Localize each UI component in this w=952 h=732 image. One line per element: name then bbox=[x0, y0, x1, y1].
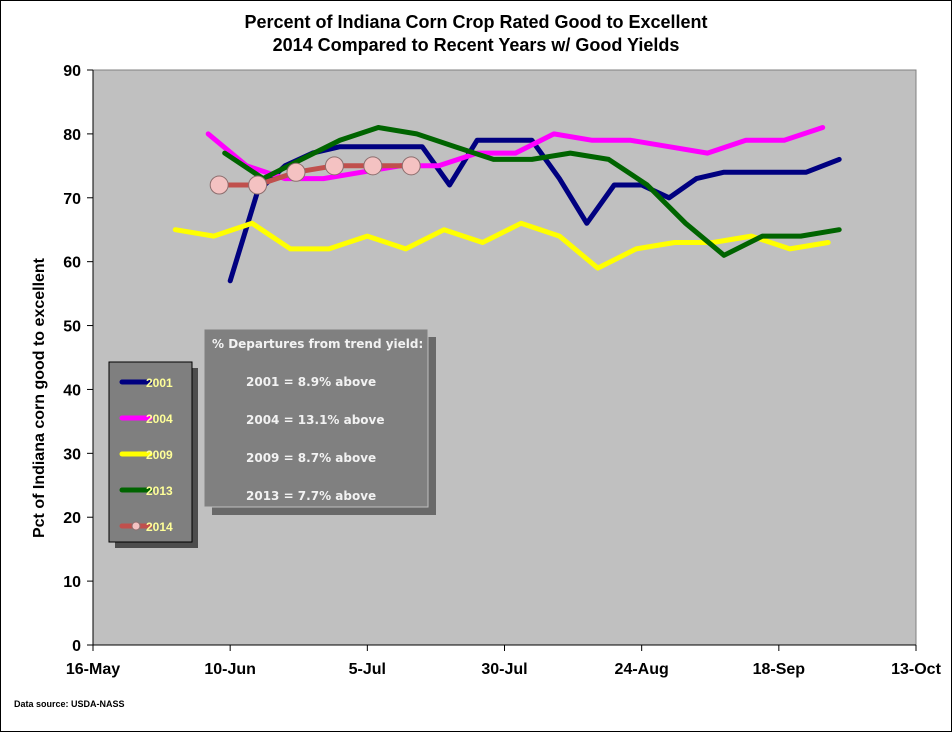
y-tick-label: 10 bbox=[63, 574, 81, 591]
y-tick-label: 20 bbox=[63, 510, 81, 527]
x-tick-label: 5-Jul bbox=[349, 661, 386, 678]
y-tick-label: 90 bbox=[63, 63, 81, 80]
y-axis: 0 10 20 30 40 50 60 70 80 90 bbox=[63, 63, 94, 655]
legend-marker-2014 bbox=[131, 521, 141, 531]
series-line-2001 bbox=[227, 137, 842, 284]
legend-label-2001: 2001 bbox=[146, 376, 173, 390]
data-point-2014 bbox=[209, 175, 229, 195]
y-axis-label: Pct of Indiana corn good to excellent bbox=[31, 257, 48, 538]
series-line-2009 bbox=[172, 220, 831, 271]
annotation-line-2009: 2009 = 8.7% above bbox=[246, 451, 376, 465]
legend-label-2014: 2014 bbox=[146, 520, 173, 534]
annotation-heading: % Departures from trend yield: bbox=[212, 337, 423, 351]
legend-label-2009: 2009 bbox=[146, 448, 173, 462]
legend-label-2004: 2004 bbox=[146, 412, 173, 426]
data-source-note: Data source: USDA-NASS bbox=[14, 699, 125, 709]
data-point-2014 bbox=[363, 156, 383, 176]
series-line-2013 bbox=[222, 125, 842, 258]
y-tick-label: 40 bbox=[63, 382, 81, 399]
y-tick-label: 30 bbox=[63, 446, 81, 463]
x-tick-label: 10-Jun bbox=[204, 661, 256, 678]
trend-departure-box: % Departures from trend yield: 2001 = 8.… bbox=[203, 328, 436, 515]
chart-subtitle: 2014 Compared to Recent Years w/ Good Yi… bbox=[273, 35, 680, 55]
series-line-2004 bbox=[205, 125, 826, 182]
y-tick-label: 70 bbox=[63, 191, 81, 208]
data-point-2014 bbox=[401, 156, 421, 176]
legend: 2001 2004 2009 2013 2014 bbox=[108, 361, 198, 548]
x-tick-label: 13-Oct bbox=[891, 661, 941, 678]
y-tick-label: 80 bbox=[63, 127, 81, 144]
annotation-line-2004: 2004 = 13.1% above bbox=[246, 413, 385, 427]
series-group bbox=[172, 125, 842, 284]
legend-label-2013: 2013 bbox=[146, 484, 173, 498]
x-tick-label: 30-Jul bbox=[481, 661, 527, 678]
x-tick-label: 18-Sep bbox=[753, 661, 806, 678]
chart-title: Percent of Indiana Corn Crop Rated Good … bbox=[244, 12, 707, 32]
y-tick-label: 50 bbox=[63, 319, 81, 336]
data-point-2014 bbox=[286, 162, 306, 182]
x-tick-label: 16-May bbox=[66, 661, 120, 678]
data-point-2014 bbox=[324, 156, 344, 176]
annotation-line-2013: 2013 = 7.7% above bbox=[246, 489, 376, 503]
y-tick-label: 60 bbox=[63, 255, 81, 272]
annotation-line-2001: 2001 = 8.9% above bbox=[246, 375, 376, 389]
x-tick-label: 24-Aug bbox=[615, 661, 669, 678]
x-axis: 16-May 10-Jun 5-Jul 30-Jul 24-Aug 18-Sep 13-Oc… bbox=[66, 644, 942, 678]
y-tick-label: 0 bbox=[72, 638, 81, 655]
data-point-2014 bbox=[248, 175, 268, 195]
